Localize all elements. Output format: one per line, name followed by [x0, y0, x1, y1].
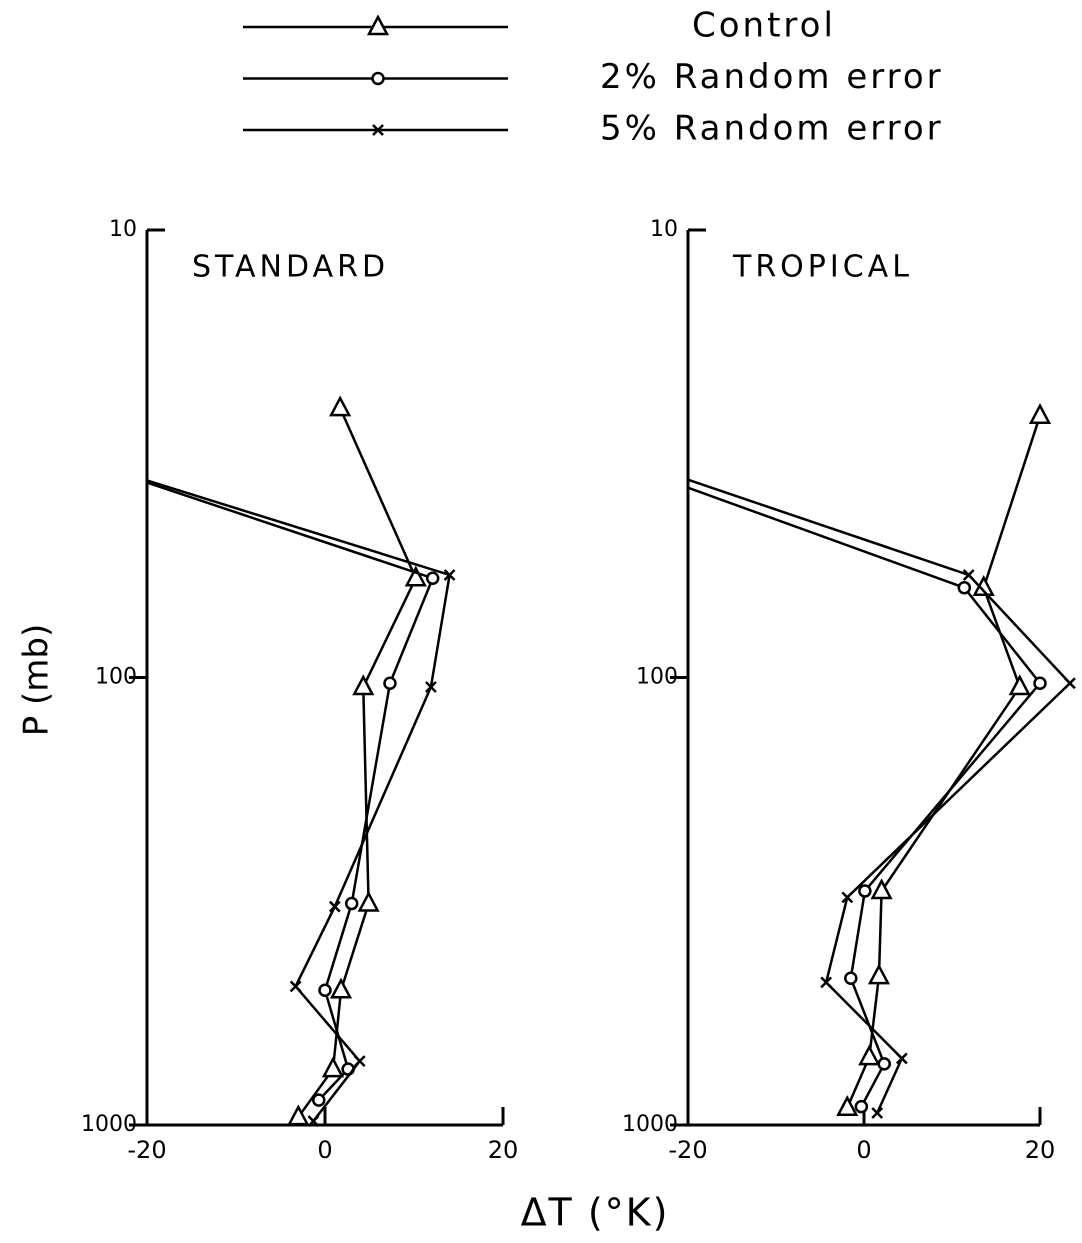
marker-circle — [877, 1057, 891, 1071]
marker-triangle — [366, 14, 390, 36]
legend-label: Control — [692, 6, 836, 46]
y-tick-label: 10 — [109, 217, 137, 242]
marker-x — [871, 1107, 884, 1119]
panel-title: TROPICAL — [732, 250, 913, 285]
x-tick-label: -20 — [127, 1136, 166, 1164]
series-line — [147, 481, 435, 1102]
marker-x — [425, 681, 437, 693]
marker-x — [820, 976, 833, 989]
marker-circle — [425, 571, 440, 585]
marker-triangle — [870, 878, 893, 900]
marker-triangle — [836, 1095, 859, 1116]
y-tick-label: 1000 — [81, 1112, 137, 1137]
marker-circle — [318, 983, 332, 998]
marker-circle — [463, 403, 474, 414]
x-tick-label: 0 — [317, 1136, 332, 1164]
x-axis-label: ΔT (°K) — [521, 1191, 670, 1235]
y-tick-label: 100 — [636, 665, 678, 690]
marker-triangle — [404, 565, 427, 587]
marker-x — [289, 980, 302, 993]
marker-x — [472, 403, 482, 413]
marker-triangle — [1028, 403, 1052, 424]
legend-label: 5% Random error — [600, 109, 944, 149]
marker-triangle — [329, 977, 353, 999]
marker-x — [895, 1052, 908, 1065]
y-tick-label: 10 — [650, 217, 678, 242]
marker-triangle — [321, 1056, 345, 1078]
marker-triangle — [352, 674, 375, 696]
marker-x — [307, 1115, 320, 1127]
marker-circle — [312, 1093, 326, 1107]
plot-area — [147, 395, 456, 1127]
y-tick-label: 1000 — [622, 1112, 678, 1137]
legend-label: 2% Random error — [600, 57, 944, 97]
marker-x — [841, 891, 854, 904]
marker-triangle — [357, 890, 380, 912]
marker-circle — [383, 676, 397, 690]
marker-x — [372, 124, 384, 136]
x-tick-label: 0 — [856, 1136, 871, 1164]
marker-circle — [854, 1099, 869, 1114]
marker-x — [328, 900, 341, 913]
series-line — [688, 478, 1072, 1114]
marker-triangle — [867, 963, 891, 985]
series-line — [147, 479, 452, 1122]
series-line — [688, 486, 1042, 1108]
marker-circle — [858, 884, 872, 898]
x-tick-label: -20 — [668, 1136, 707, 1164]
marker-circle — [371, 71, 385, 86]
y-tick-label: 100 — [95, 665, 137, 690]
marker-triangle — [287, 1104, 310, 1126]
y-axis-label: P (mb) — [17, 624, 57, 737]
marker-x — [1064, 677, 1076, 690]
series-line — [846, 415, 1042, 1109]
marker-x — [353, 1055, 366, 1068]
marker-x — [962, 569, 975, 581]
marker-triangle — [858, 1044, 881, 1066]
marker-circle — [344, 896, 359, 911]
marker-triangle — [329, 395, 352, 417]
panel-title: STANDARD — [192, 250, 389, 285]
marker-circle — [844, 971, 858, 986]
x-tick-label: 20 — [488, 1136, 519, 1164]
marker-circle — [1033, 676, 1047, 690]
marker-circle — [957, 580, 972, 595]
x-tick-label: 20 — [1025, 1136, 1056, 1164]
marker-triangle — [1008, 674, 1031, 696]
plot-area — [463, 403, 1076, 1119]
marker-x — [443, 569, 456, 581]
